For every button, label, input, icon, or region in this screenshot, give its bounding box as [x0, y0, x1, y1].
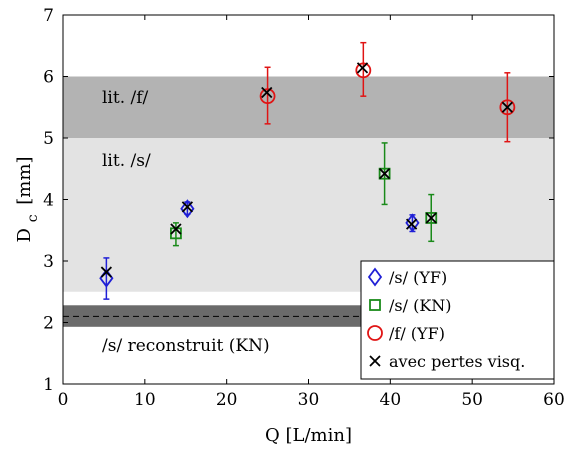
x-tick-label: 20: [216, 390, 238, 410]
x-stroke: [170, 223, 182, 235]
legend-marker-4: [369, 355, 381, 367]
y-axis-label: D c [mm]: [14, 157, 42, 243]
band-1: [63, 76, 554, 138]
y-axis-label-main: D: [14, 228, 35, 242]
marker-avec-pertes-visq-3: [170, 223, 182, 235]
y-tick-label: 4: [43, 191, 54, 211]
legend-marker-3: [367, 325, 383, 341]
marker-avec-pertes-visq-8: [425, 212, 437, 224]
y-tick-label: 1: [43, 375, 54, 395]
x-axis-label: Q [L/min]: [265, 425, 352, 446]
svg-text:D c [mm]: D c [mm]: [14, 157, 42, 243]
band-label-2: lit. /s/: [102, 151, 151, 171]
marker-f-yf-1: [259, 88, 276, 105]
legend-marker-2: [369, 299, 381, 311]
error-bar: [264, 66, 271, 125]
x-tick-label: 40: [380, 390, 402, 410]
legend-label-4: avec pertes visq.: [389, 352, 525, 371]
y-axis-label-unit: [mm]: [14, 157, 35, 205]
y-tick-label: 3: [43, 252, 54, 272]
marker-f-yf-3: [499, 99, 516, 116]
marker-s-kn-3: [425, 212, 438, 224]
legend-label-2: /s/ (KN): [389, 296, 452, 315]
y-tick-label: 7: [43, 6, 54, 26]
x-stroke: [356, 62, 369, 74]
y-tick-label: 2: [43, 314, 54, 334]
x-stroke: [501, 101, 513, 113]
axis-ticks: 0 10 20 30 40 50 60 1 2 3 4 5 6 7: [43, 6, 565, 410]
x-stroke: [261, 86, 273, 99]
band-labels: lit. /f/lit. /s/ /s/ reconstruit (KN): [102, 88, 270, 356]
band-label-1: lit. /f/: [102, 88, 149, 108]
x-stroke: [405, 218, 418, 230]
x-tick-label: 10: [134, 390, 156, 410]
marker-avec-pertes-visq-4: [261, 86, 273, 99]
markers: [99, 62, 516, 288]
error-bar: [172, 222, 179, 247]
x-tick-label: 0: [58, 390, 69, 410]
marker-avec-pertes-visq-1: [100, 266, 113, 278]
marker-avec-pertes-visq-9: [501, 101, 513, 113]
legend-label-1: /s/ (YF): [389, 268, 447, 287]
legend-marker-1: [367, 267, 383, 287]
legend: /s/ (YF) /s/ (KN) /f/ (YF) avec pertes visq…: [360, 260, 555, 380]
y-tick-label: 5: [43, 129, 54, 149]
x-tick-label: 60: [543, 390, 565, 410]
marker-avec-pertes-visq-7: [405, 218, 418, 230]
x-tick-label: 30: [298, 390, 320, 410]
x-tick-label: 50: [461, 390, 483, 410]
error-bar: [103, 257, 110, 300]
x-stroke: [100, 266, 113, 278]
band-label-3: /s/ reconstruit (KN): [102, 336, 270, 356]
marker-avec-pertes-visq-2: [181, 201, 194, 213]
marker-f-yf-2: [355, 62, 372, 79]
x-stroke: [181, 201, 194, 213]
marker-avec-pertes-visq-6: [378, 168, 391, 180]
x-stroke: [369, 355, 381, 367]
marker-s-yf-2: [180, 199, 195, 219]
x-stroke: [425, 212, 437, 224]
y-axis-label-sub: c: [25, 214, 41, 222]
y-tick-label: 6: [43, 68, 54, 88]
marker-s-kn-2: [378, 167, 391, 180]
legend-label-3: /f/ (YF): [389, 324, 445, 343]
x-stroke: [378, 168, 391, 180]
marker-avec-pertes-visq-5: [356, 62, 369, 74]
legend-box: [360, 260, 555, 380]
